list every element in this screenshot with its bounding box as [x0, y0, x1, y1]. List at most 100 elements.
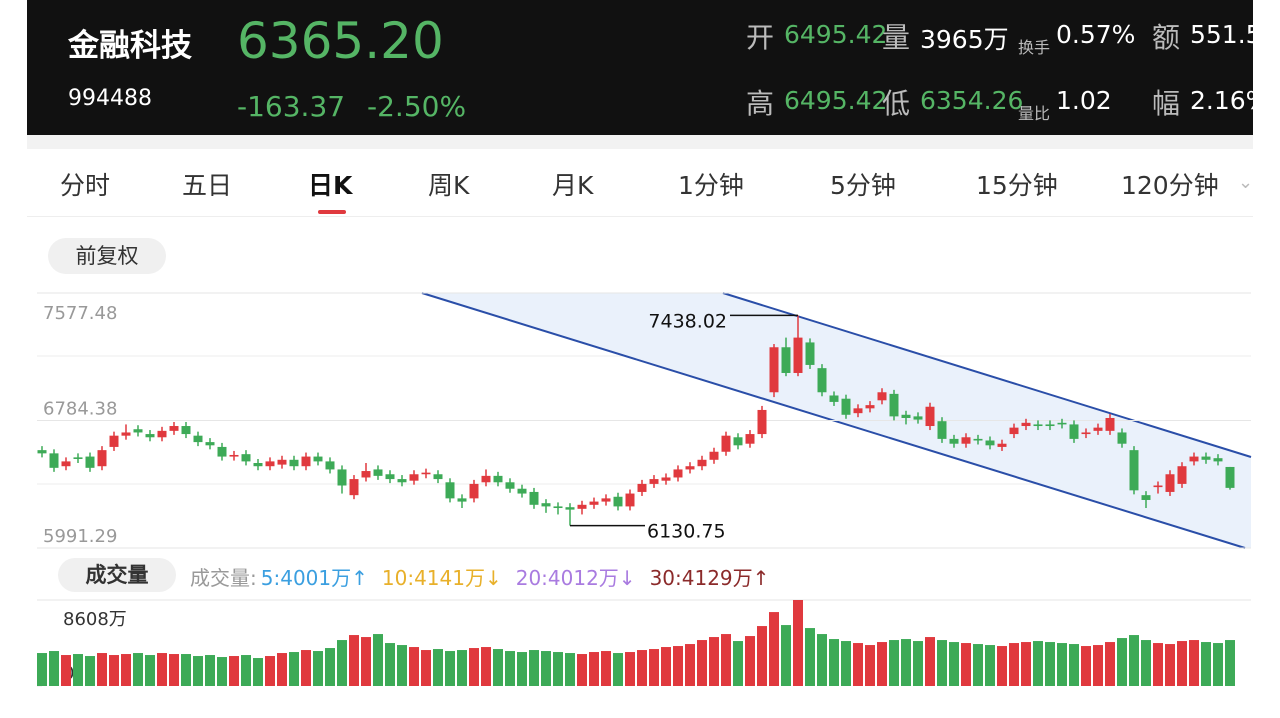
stat-label: 量比	[1018, 104, 1051, 123]
volume-bar	[901, 639, 911, 686]
volume-bar	[709, 637, 719, 686]
channel-line	[722, 292, 1252, 458]
active-tab-underline	[318, 210, 346, 214]
candle-body	[601, 498, 611, 502]
candle-body	[625, 493, 635, 507]
period-tab[interactable]: 周K	[428, 171, 470, 200]
volume-bar	[541, 651, 551, 686]
volume-bar	[145, 655, 155, 686]
volume-bar	[265, 656, 275, 686]
candle-body	[1213, 458, 1223, 462]
candle-body	[997, 443, 1007, 447]
candle-body	[133, 429, 143, 433]
volume-bar	[121, 654, 131, 686]
candle-body	[457, 498, 467, 502]
candle-body	[961, 437, 971, 444]
volume-bar	[517, 652, 527, 686]
candle-body	[1081, 432, 1091, 435]
volume-bar	[73, 654, 83, 686]
candle-body	[397, 479, 407, 483]
volume-bar	[697, 640, 707, 686]
candle-body	[565, 507, 575, 510]
volume-bar	[925, 637, 935, 686]
y-tick-label: 7577.48	[43, 303, 117, 324]
candle-body	[349, 479, 359, 496]
volume-bar	[1105, 642, 1115, 686]
candle-body	[685, 466, 695, 470]
volume-bar	[997, 646, 1007, 686]
candle-body	[97, 450, 107, 467]
volume-bar	[793, 600, 803, 686]
volume-bar	[685, 644, 695, 686]
period-tab[interactable]: 5分钟	[830, 171, 896, 200]
volume-bar	[169, 654, 179, 686]
volume-bar	[769, 612, 779, 686]
candle-body	[637, 483, 647, 492]
candle-body	[265, 461, 275, 467]
volume-bar	[325, 648, 335, 686]
candle-body	[793, 337, 803, 373]
volume-bar	[1201, 642, 1211, 686]
volume-bar	[589, 652, 599, 686]
stat-label: 额	[1152, 21, 1181, 54]
period-tab[interactable]: 月K	[552, 171, 594, 200]
candle-body	[337, 469, 347, 486]
period-tab[interactable]: 120分钟	[1121, 171, 1219, 200]
stat-label: 幅	[1152, 87, 1181, 120]
candle-body	[925, 406, 935, 427]
volume-bar	[457, 650, 467, 686]
volume-bar	[745, 636, 755, 686]
candle-body	[889, 393, 899, 417]
stock-name: 金融科技	[68, 28, 192, 64]
y-tick-label: 6784.38	[43, 399, 117, 420]
volume-bar	[373, 634, 383, 686]
candle-body	[193, 435, 203, 443]
volume-bar	[1009, 643, 1019, 686]
candle-body	[589, 501, 599, 505]
volume-bar	[1177, 641, 1187, 686]
candle-body	[949, 438, 959, 444]
low-label: 6130.75	[647, 521, 726, 543]
volume-bar	[361, 637, 371, 686]
candle-body	[409, 474, 419, 481]
candle-body	[469, 483, 479, 499]
adjust-button[interactable]: 前复权	[48, 238, 166, 274]
volume-bar	[253, 658, 263, 686]
volume-bar	[1141, 640, 1151, 686]
volume-bar	[673, 646, 683, 686]
volume-bar	[949, 642, 959, 686]
period-tab[interactable]: 15分钟	[976, 171, 1058, 200]
volume-bar	[469, 648, 479, 686]
period-tab[interactable]: 日K	[308, 171, 353, 200]
volume-bar	[649, 649, 659, 686]
volume-bar	[109, 655, 119, 686]
candle-body	[73, 457, 83, 459]
volume-bar	[385, 643, 395, 686]
volume-bar	[985, 645, 995, 686]
candle-body	[709, 451, 719, 460]
candle-body	[1105, 417, 1115, 431]
legend-item: 10:4141万↓	[381, 566, 502, 590]
volume-bar	[973, 644, 983, 686]
legend-item: 5:4001万↑	[260, 566, 368, 590]
period-tab[interactable]: 1分钟	[678, 171, 744, 200]
candle-body	[1021, 422, 1031, 427]
volume-tick-label: 8608万	[63, 609, 127, 630]
candle-body	[769, 347, 779, 393]
period-tab[interactable]: 五日	[182, 171, 233, 200]
volume-bar	[1093, 645, 1103, 686]
stat-value: 6495.42	[784, 86, 888, 115]
volume-button[interactable]: 成交量	[58, 558, 176, 592]
candle-body	[517, 488, 527, 494]
stat-value: 0.57%	[1056, 20, 1136, 49]
candle-body	[1189, 456, 1199, 462]
volume-bar	[781, 625, 791, 686]
candle-body	[1141, 495, 1151, 500]
volume-bar	[853, 643, 863, 686]
more-chevron[interactable]: ⌄	[1238, 172, 1254, 193]
period-tab[interactable]: 分时	[60, 171, 111, 200]
candle-body	[1165, 474, 1175, 492]
candle-body	[529, 491, 539, 505]
candle-body	[841, 398, 851, 415]
